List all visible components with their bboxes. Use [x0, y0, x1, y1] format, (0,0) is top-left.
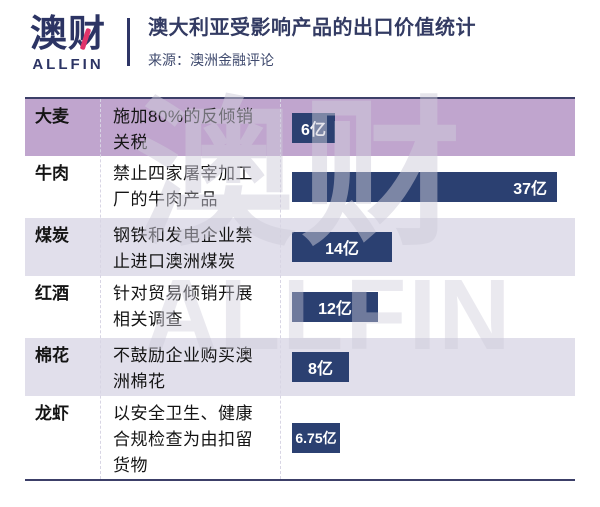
row-description: 针对贸易倾销开展相关调查: [113, 284, 253, 329]
row-description: 钢铁和发电企业禁止进口澳洲煤炭: [113, 226, 253, 271]
table-row-coal: 煤炭 钢铁和发电企业禁止进口澳洲煤炭 14亿: [25, 218, 575, 276]
row-category: 龙虾: [35, 404, 69, 423]
table-row-beef: 牛肉 禁止四家屠宰加工厂的牛肉产品 37亿: [25, 156, 575, 218]
table-row-lobster: 龙虾 以安全卫生、健康合规检查为由扣留货物 6.75亿: [25, 396, 575, 479]
value-bar: 12亿: [292, 292, 378, 322]
column-separator-2: [280, 99, 281, 479]
bar-value-label: 6亿: [301, 121, 326, 139]
value-bar: 37亿: [292, 172, 557, 202]
row-category: 棉花: [35, 346, 69, 365]
value-bar: 8亿: [292, 352, 349, 382]
table-row-barley: 大麦 施加80%的反倾销关税 6亿: [25, 99, 575, 156]
row-bar-cell: 6亿: [292, 99, 575, 156]
bar-value-label: 8亿: [308, 361, 333, 378]
source-line: 来源：澳洲金融评论: [148, 52, 274, 68]
row-category: 红酒: [35, 284, 69, 303]
bar-value-label: 14亿: [325, 241, 359, 258]
row-bar-cell: 6.75亿: [292, 396, 575, 479]
bar-value-label: 6.75亿: [295, 429, 337, 446]
header-divider: [127, 18, 130, 66]
table-row-cotton: 棉花 不鼓励企业购买澳洲棉花 8亿: [25, 338, 575, 396]
bar-value-label: 12亿: [318, 301, 352, 318]
row-bar-cell: 14亿: [292, 218, 575, 276]
row-category: 煤炭: [35, 226, 69, 245]
page-title: 澳大利亚受影响产品的出口价值统计: [148, 17, 476, 39]
value-bar: 6.75亿: [292, 422, 340, 453]
value-bar: 14亿: [292, 232, 392, 262]
row-category: 大麦: [35, 107, 69, 126]
row-description: 禁止四家屠宰加工厂的牛肉产品: [113, 164, 253, 209]
row-bar-cell: 12亿: [292, 276, 575, 338]
logo-en-text: ALLFIN: [32, 56, 104, 73]
logo-cn-text: 澳财: [30, 13, 106, 54]
title-block: 澳大利亚受影响产品的出口价值统计 来源：澳洲金融评论: [148, 14, 476, 70]
row-bar-cell: 8亿: [292, 338, 575, 396]
allfin-logo: 澳财 ALLFIN: [25, 13, 111, 74]
row-description: 施加80%的反倾销关税: [113, 107, 254, 152]
row-category: 牛肉: [35, 164, 69, 183]
row-description: 以安全卫生、健康合规检查为由扣留货物: [113, 404, 253, 475]
row-bar-cell: 37亿: [292, 156, 575, 218]
column-separator-1: [100, 99, 101, 479]
table-row-wine: 红酒 针对贸易倾销开展相关调查 12亿: [25, 276, 575, 338]
value-bar: 6亿: [292, 112, 335, 143]
bar-value-label: 37亿: [513, 181, 547, 198]
row-description: 不鼓励企业购买澳洲棉花: [113, 346, 253, 391]
bar-chart-table: 大麦 施加80%的反倾销关税 6亿 牛肉 禁止四家屠宰加工厂的牛肉产品 37亿 …: [25, 97, 575, 481]
header: 澳财 ALLFIN 澳大利亚受影响产品的出口价值统计 来源：澳洲金融评论: [25, 13, 476, 74]
